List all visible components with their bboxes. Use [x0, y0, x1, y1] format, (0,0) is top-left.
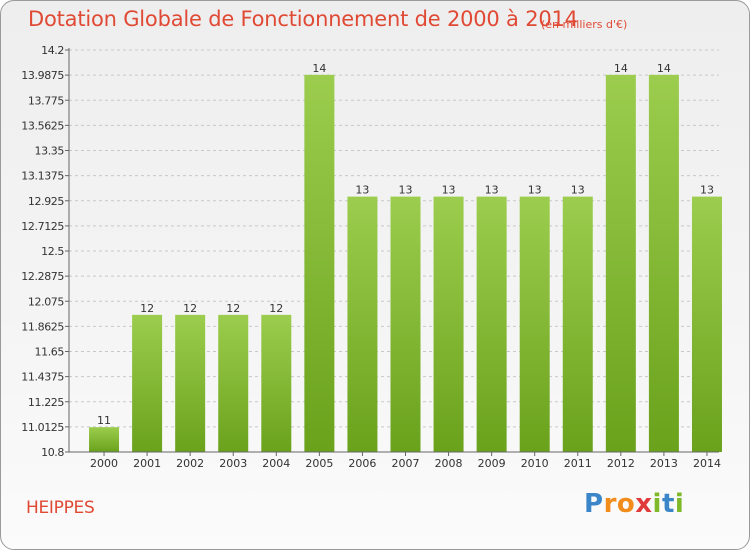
data-label: 12 — [183, 302, 197, 315]
x-tick-label: 2002 — [176, 457, 204, 470]
x-tick-label: 2011 — [564, 457, 592, 470]
data-label: 13 — [355, 184, 369, 197]
bar-2010 — [519, 196, 550, 452]
bar-2007 — [390, 196, 421, 452]
x-tick-label: 2013 — [650, 457, 678, 470]
y-tick-label: 13.9875 — [21, 69, 64, 82]
data-label: 12 — [269, 302, 283, 315]
x-tick-label: 2006 — [348, 457, 376, 470]
y-tick-label: 12.7125 — [21, 220, 64, 233]
bar-2002 — [175, 314, 206, 452]
y-tick-label: 10.8 — [41, 446, 64, 459]
y-tick-label: 13.35 — [35, 145, 65, 158]
x-tick-label: 2005 — [305, 457, 333, 470]
y-tick-label: 11.0125 — [21, 421, 64, 434]
logo-letter: P — [584, 489, 604, 519]
chart-unit: (en milliers d'€) — [541, 18, 628, 31]
y-tick-label: 14.2 — [41, 44, 64, 57]
x-tick-label: 2001 — [133, 457, 161, 470]
bar-2013 — [648, 74, 679, 453]
bar-2006 — [347, 196, 378, 452]
labels: 10.8 11.0125 11.225 11.4375 11.65 11.8625 12.0… — [21, 44, 721, 470]
data-label: 11 — [97, 414, 111, 427]
data-label: 13 — [399, 184, 413, 197]
logo-letter: x — [635, 489, 653, 519]
data-label: 14 — [614, 62, 628, 75]
data-label: 13 — [700, 184, 714, 197]
bar-2011 — [562, 196, 593, 452]
y-tick-label: 13.5625 — [21, 119, 64, 132]
bar-2004 — [261, 314, 292, 452]
data-label: 14 — [657, 62, 671, 75]
y-tick-label: 12.2875 — [21, 270, 64, 283]
x-tick-label: 2007 — [392, 457, 420, 470]
x-tick-label: 2003 — [219, 457, 247, 470]
y-tick-label: 11.8625 — [21, 320, 64, 333]
y-tick-label: 11.4375 — [21, 371, 64, 384]
x-tick-label: 2004 — [262, 457, 290, 470]
data-label: 13 — [528, 184, 542, 197]
data-label: 12 — [226, 302, 240, 315]
logo-letter: r — [603, 489, 617, 519]
proxiti-logo[interactable]: Proxiti — [584, 489, 684, 519]
x-tick-label: 2012 — [607, 457, 635, 470]
logo-letter: i — [652, 489, 662, 519]
axes — [65, 48, 719, 456]
y-tick-label: 12.5 — [41, 245, 64, 258]
chart-title: Dotation Globale de Fonctionnement de 20… — [28, 7, 578, 31]
logo-letter: o — [616, 489, 636, 519]
data-label: 12 — [140, 302, 154, 315]
x-tick-label: 2008 — [435, 457, 463, 470]
data-label: 14 — [312, 62, 326, 75]
bar-2001 — [132, 314, 163, 452]
data-label: 13 — [442, 184, 456, 197]
y-tick-label: 13.775 — [28, 94, 64, 107]
bar-2003 — [218, 314, 249, 452]
x-tick-label: 2000 — [90, 457, 118, 470]
data-label: 13 — [485, 184, 499, 197]
data-label: 13 — [571, 184, 585, 197]
bars — [89, 74, 722, 453]
y-tick-label: 12.925 — [28, 195, 64, 208]
y-tick-label: 12.075 — [28, 295, 64, 308]
y-tick-label: 11.225 — [28, 396, 64, 409]
logo-letter: i — [674, 489, 685, 519]
x-tick-label: 2010 — [521, 457, 549, 470]
y-tick-label: 13.1375 — [21, 170, 64, 183]
logo-letter: t — [661, 489, 675, 519]
commune-name: HEIPPES — [26, 498, 95, 518]
x-tick-label: 2014 — [693, 457, 721, 470]
bar-2009 — [476, 196, 507, 452]
bar-2008 — [433, 196, 464, 452]
bar-2014 — [691, 196, 722, 452]
bar-2012 — [605, 74, 636, 453]
bar-2005 — [304, 74, 335, 453]
bar-2000 — [89, 427, 120, 452]
y-tick-label: 11.65 — [35, 346, 65, 359]
x-tick-label: 2009 — [478, 457, 506, 470]
